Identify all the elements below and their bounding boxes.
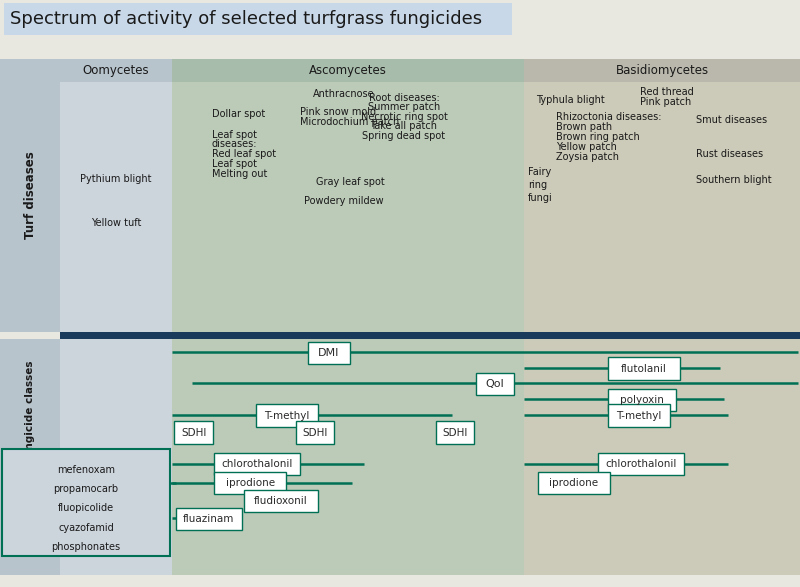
- Text: Yellow patch: Yellow patch: [556, 142, 617, 153]
- Bar: [60, 82, 172, 332]
- Bar: [0, 339, 60, 575]
- Text: Pythium blight: Pythium blight: [80, 174, 152, 184]
- Text: T-methyl: T-methyl: [265, 410, 310, 421]
- Text: fludioxonil: fludioxonil: [254, 496, 308, 507]
- Text: phosphonates: phosphonates: [51, 542, 121, 552]
- Text: Fungicides and fungicide classes: Fungicides and fungicide classes: [25, 360, 35, 554]
- Text: Gray leaf spot: Gray leaf spot: [316, 177, 385, 187]
- Text: Fairy
ring
fungi: Fairy ring fungi: [528, 167, 553, 203]
- Text: Brown ring patch: Brown ring patch: [556, 132, 640, 143]
- Text: chlorothalonil: chlorothalonil: [222, 459, 293, 470]
- Text: Smut diseases: Smut diseases: [696, 115, 767, 126]
- Bar: [256, 404, 318, 427]
- Bar: [0, 0, 800, 38]
- Bar: [436, 421, 474, 444]
- Bar: [524, 339, 800, 575]
- Text: Microdochium patch: Microdochium patch: [300, 116, 399, 127]
- Bar: [308, 342, 350, 364]
- Bar: [524, 59, 800, 82]
- Text: Red leaf spot: Red leaf spot: [212, 149, 276, 160]
- Bar: [176, 508, 242, 530]
- Text: polyoxin: polyoxin: [620, 394, 664, 405]
- Text: Take all patch: Take all patch: [370, 121, 438, 131]
- Bar: [608, 357, 680, 380]
- Text: Anthracnose: Anthracnose: [313, 89, 375, 99]
- Text: Powdery mildew: Powdery mildew: [304, 196, 384, 207]
- Text: Basidiomycetes: Basidiomycetes: [615, 64, 709, 77]
- Text: Brown path: Brown path: [556, 122, 612, 133]
- Bar: [174, 421, 213, 444]
- Text: Melting out: Melting out: [212, 169, 267, 180]
- Bar: [60, 339, 172, 575]
- Bar: [60, 59, 172, 82]
- Text: Leaf spot: Leaf spot: [212, 130, 257, 140]
- Bar: [538, 472, 610, 494]
- Text: Pink snow mold: Pink snow mold: [300, 106, 376, 117]
- Text: fluazinam: fluazinam: [183, 514, 234, 524]
- Text: Root diseases:: Root diseases:: [369, 93, 439, 103]
- Bar: [476, 373, 514, 395]
- Text: iprodione: iprodione: [549, 478, 598, 488]
- Text: Red thread: Red thread: [640, 87, 694, 97]
- Bar: [60, 332, 800, 339]
- Text: mefenoxam: mefenoxam: [57, 464, 115, 475]
- Bar: [524, 82, 800, 332]
- Text: Zoysia patch: Zoysia patch: [556, 151, 619, 162]
- Bar: [4, 3, 512, 35]
- Text: Necrotic ring spot: Necrotic ring spot: [361, 112, 447, 122]
- Bar: [172, 82, 524, 332]
- Text: Spectrum of activity of selected turfgrass fungicides: Spectrum of activity of selected turfgra…: [10, 10, 482, 28]
- Text: cyazofamid: cyazofamid: [58, 522, 114, 533]
- Text: Rhizoctonia diseases:: Rhizoctonia diseases:: [556, 112, 662, 123]
- Text: T-methyl: T-methyl: [617, 410, 662, 421]
- Text: diseases:: diseases:: [212, 139, 258, 150]
- Text: QoI: QoI: [486, 379, 505, 389]
- Text: Turf diseases: Turf diseases: [23, 151, 37, 239]
- Text: iprodione: iprodione: [226, 478, 275, 488]
- Bar: [244, 490, 318, 512]
- Bar: [296, 421, 334, 444]
- Text: propamocarb: propamocarb: [54, 484, 118, 494]
- Text: Southern blight: Southern blight: [696, 175, 772, 185]
- Text: Leaf spot: Leaf spot: [212, 159, 257, 170]
- Text: chlorothalonil: chlorothalonil: [606, 459, 677, 470]
- Bar: [0, 38, 800, 59]
- Bar: [214, 472, 286, 494]
- Bar: [172, 59, 524, 82]
- Bar: [608, 389, 676, 411]
- Text: Ascomycetes: Ascomycetes: [309, 64, 387, 77]
- Text: SDHI: SDHI: [442, 427, 468, 438]
- Bar: [214, 453, 300, 475]
- Bar: [598, 453, 684, 475]
- Bar: [2, 449, 170, 556]
- Text: Yellow tuft: Yellow tuft: [91, 218, 141, 228]
- Bar: [0, 59, 60, 332]
- Text: Rust diseases: Rust diseases: [696, 149, 763, 160]
- Text: Oomycetes: Oomycetes: [82, 64, 150, 77]
- Text: Summer patch: Summer patch: [368, 102, 440, 113]
- Text: Dollar spot: Dollar spot: [212, 109, 266, 120]
- Bar: [608, 404, 670, 427]
- Text: fluopicolide: fluopicolide: [58, 503, 114, 514]
- Text: Pink patch: Pink patch: [640, 96, 691, 107]
- Bar: [172, 339, 524, 575]
- Text: DMI: DMI: [318, 348, 339, 358]
- Text: flutolanil: flutolanil: [621, 363, 667, 374]
- Text: Spring dead spot: Spring dead spot: [362, 130, 446, 141]
- Text: Typhula blight: Typhula blight: [536, 95, 605, 105]
- Text: SDHI: SDHI: [181, 427, 206, 438]
- Text: SDHI: SDHI: [302, 427, 328, 438]
